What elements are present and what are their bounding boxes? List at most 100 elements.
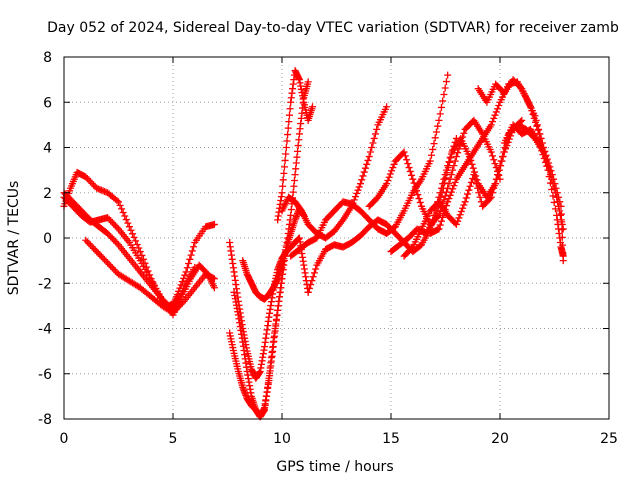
data-point — [360, 168, 368, 176]
data-point — [83, 238, 91, 246]
data-point — [435, 116, 443, 124]
data-point — [110, 236, 118, 244]
y-tick-label: 6 — [43, 95, 52, 111]
data-point — [111, 238, 119, 246]
data-point — [284, 131, 292, 139]
data-point — [94, 249, 102, 257]
data-point — [405, 164, 413, 172]
data-point — [82, 173, 90, 181]
data-point — [281, 156, 289, 164]
data-point — [490, 114, 498, 122]
data-point — [546, 179, 554, 187]
data-point — [359, 172, 367, 180]
data-point — [105, 261, 113, 269]
data-point — [497, 157, 505, 165]
data-point — [169, 309, 177, 317]
data-point — [440, 90, 448, 98]
y-tick-label: -6 — [38, 367, 52, 383]
data-series — [365, 116, 504, 228]
data-point — [408, 244, 416, 252]
data-point — [280, 169, 288, 177]
data-point — [388, 167, 396, 175]
data-point — [351, 193, 359, 201]
data-point — [496, 162, 504, 170]
data-point — [442, 78, 450, 86]
data-point — [414, 191, 422, 199]
data-point — [307, 281, 315, 289]
data-point — [446, 158, 454, 166]
data-point — [171, 307, 179, 315]
data-point — [444, 71, 452, 79]
data-point — [136, 248, 144, 256]
data-point — [439, 184, 447, 192]
data-point — [90, 244, 98, 252]
data-point — [555, 207, 563, 215]
data-point — [186, 255, 194, 263]
data-point — [491, 111, 499, 119]
data-point — [443, 169, 451, 177]
data-point — [368, 144, 376, 151]
data-point — [83, 175, 91, 183]
data-point — [489, 189, 497, 197]
data-point — [455, 214, 463, 222]
data-point — [536, 143, 544, 151]
data-point — [432, 128, 440, 136]
data-series — [500, 121, 567, 260]
x-tick-label: 15 — [382, 431, 400, 447]
data-point — [100, 256, 108, 264]
data-point — [110, 265, 118, 273]
data-point — [489, 118, 497, 126]
data-point — [438, 189, 446, 197]
data-point — [118, 205, 126, 213]
data-point — [191, 263, 199, 271]
data-series — [226, 275, 286, 421]
data-point — [350, 196, 358, 204]
data-point — [446, 191, 454, 199]
data-point — [431, 216, 439, 224]
data-point — [285, 118, 293, 126]
data-point — [471, 175, 479, 183]
data-point — [188, 247, 196, 255]
data-point — [441, 179, 449, 187]
data-point — [113, 239, 121, 247]
data-point — [437, 103, 445, 111]
data-point — [353, 189, 361, 197]
data-point — [487, 148, 495, 156]
data-point — [310, 269, 318, 277]
data-point — [88, 179, 96, 187]
data-point — [85, 239, 93, 247]
data-point — [551, 205, 559, 213]
data-point — [518, 116, 526, 124]
data-point — [90, 181, 98, 189]
data-point — [403, 156, 411, 164]
x-axis-label: GPS time / hours — [276, 459, 393, 475]
data-point — [540, 154, 548, 162]
data-point — [495, 101, 503, 109]
data-point — [467, 178, 475, 186]
data-point — [282, 150, 290, 158]
data-point — [494, 105, 502, 113]
data-point — [451, 178, 459, 186]
data-point — [364, 156, 372, 164]
data-point — [285, 111, 293, 119]
data-point — [91, 246, 99, 254]
data-point — [548, 186, 556, 194]
grid — [64, 57, 609, 419]
data-point — [108, 234, 116, 242]
data-point — [108, 218, 116, 226]
data-point — [125, 223, 133, 231]
data-point — [460, 201, 468, 209]
data-point — [474, 184, 482, 192]
data-point — [304, 288, 312, 296]
data-point — [363, 160, 371, 168]
data-point — [440, 209, 448, 217]
data-point — [408, 171, 416, 179]
data-point — [447, 171, 455, 179]
data-point — [132, 237, 140, 245]
data-point — [110, 220, 118, 228]
data-series — [60, 189, 199, 310]
data-point — [373, 125, 381, 133]
data-point — [411, 183, 419, 191]
data-point — [415, 195, 423, 203]
